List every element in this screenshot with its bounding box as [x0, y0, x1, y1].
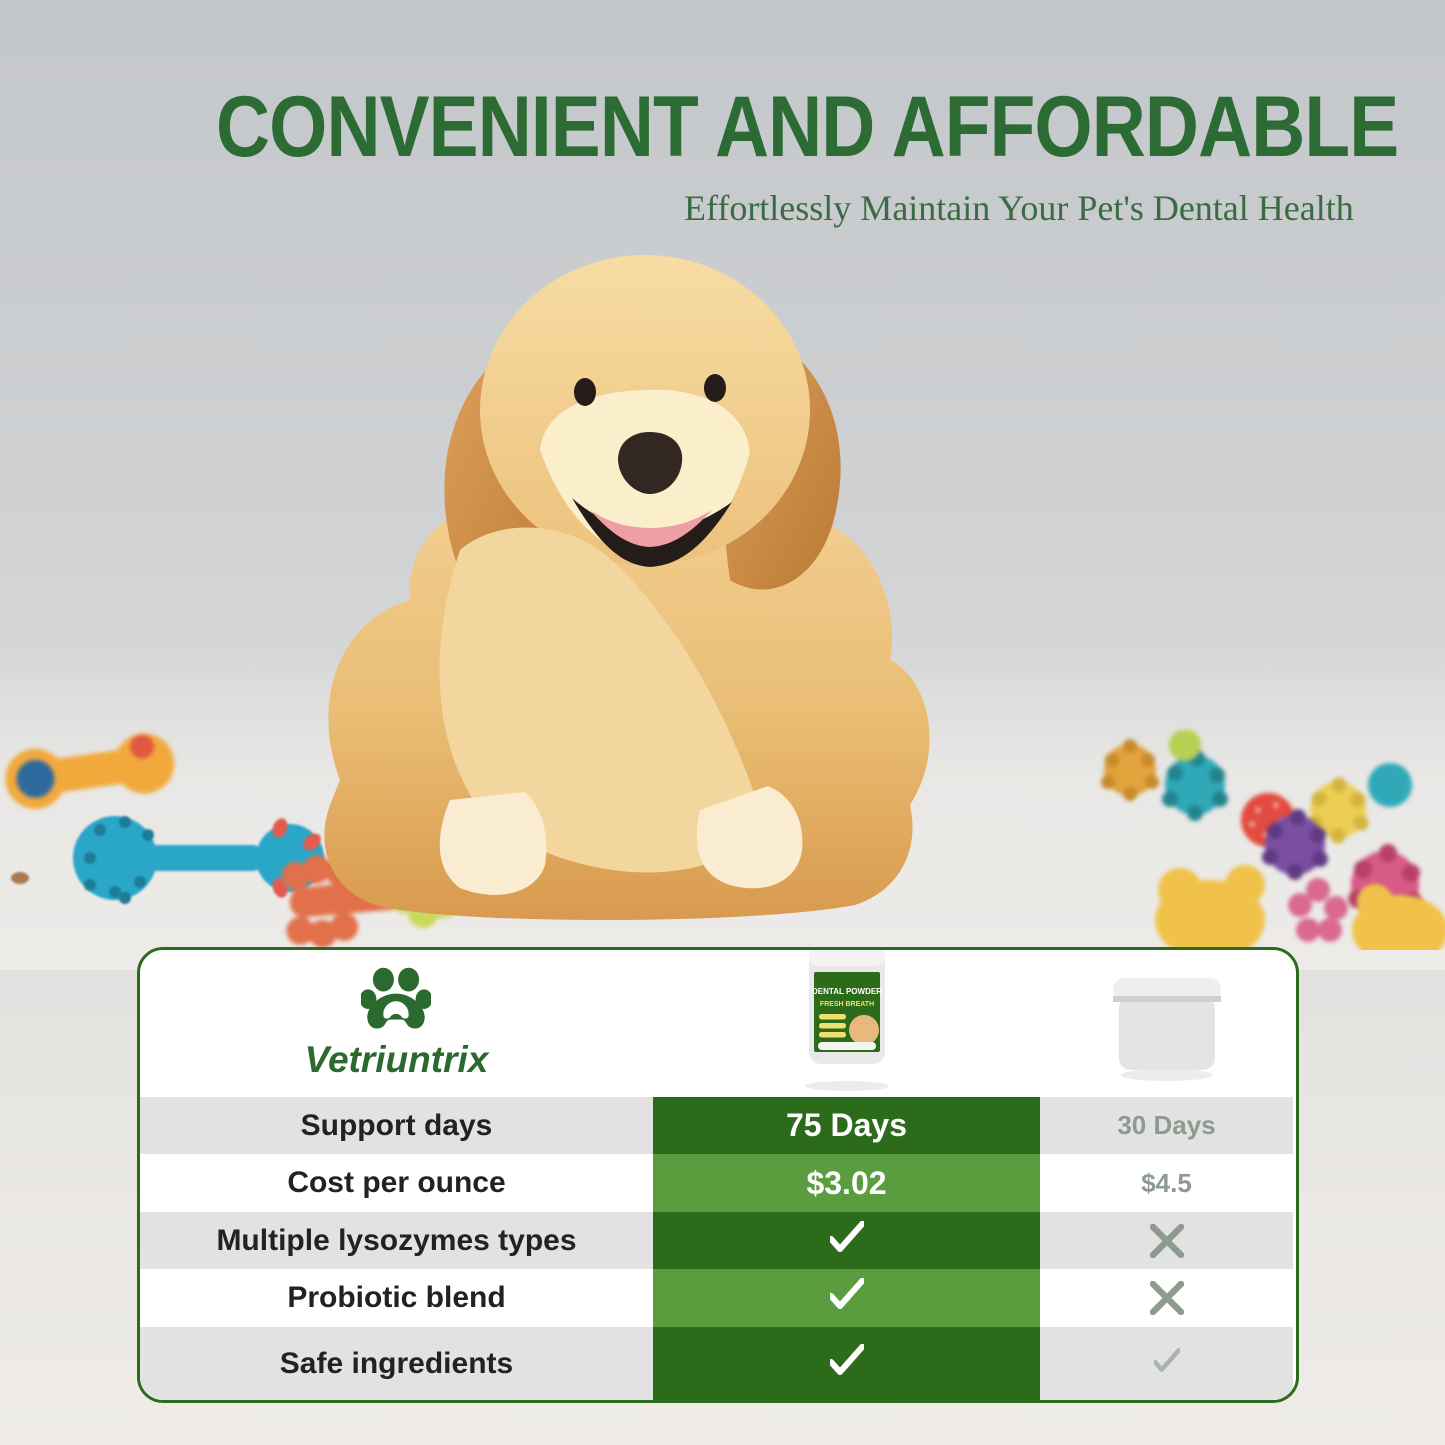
- svg-text:FRESH BREATH: FRESH BREATH: [819, 1001, 873, 1008]
- svg-text:DENTAL POWDER: DENTAL POWDER: [812, 987, 882, 996]
